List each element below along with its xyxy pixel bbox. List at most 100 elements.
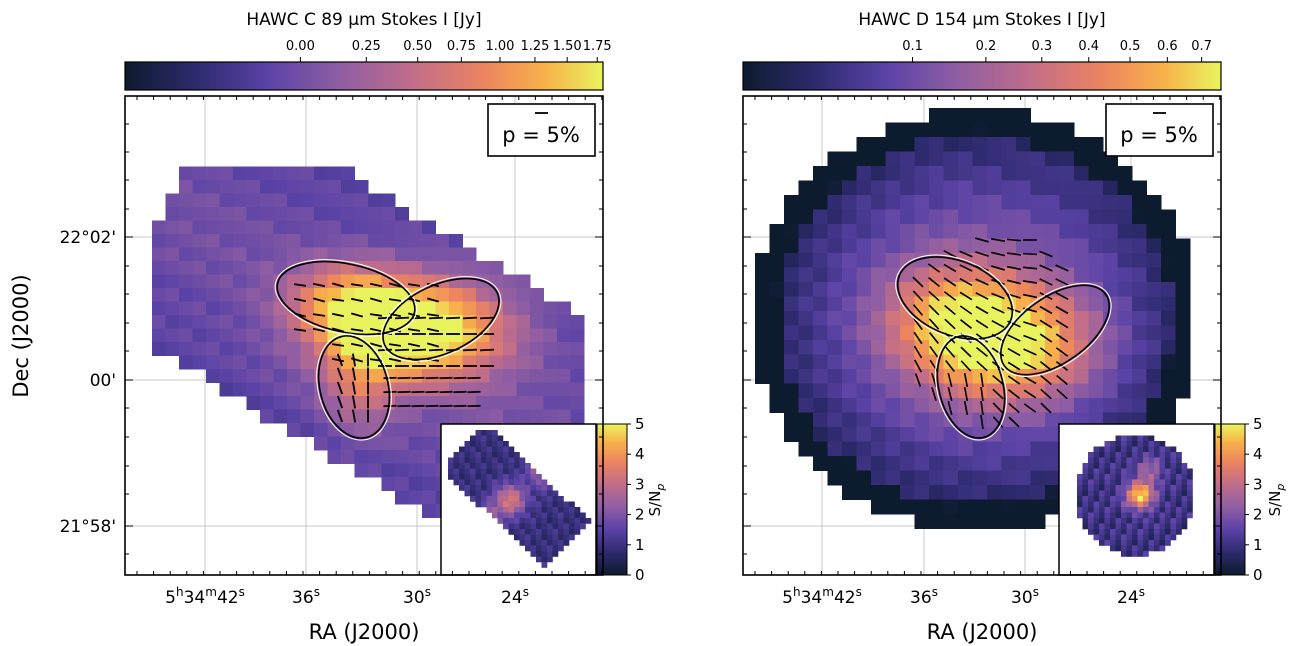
- heatmap-pixel: [1030, 311, 1046, 326]
- inset-pixel: [1121, 534, 1127, 541]
- inset-pixel: [536, 512, 542, 519]
- heatmap-pixel: [1117, 383, 1133, 399]
- heatmap-pixel: [1103, 369, 1118, 384]
- heatmap-pixel: [557, 409, 571, 424]
- polarization-vector: [350, 312, 364, 318]
- heatmap-pixel: [856, 180, 872, 196]
- inset-pixel: [508, 501, 515, 508]
- heatmap-pixel: [842, 398, 857, 413]
- heatmap-pixel: [1074, 311, 1089, 326]
- heatmap-pixel: [273, 220, 288, 235]
- left-ellipse-1-outer: [274, 259, 418, 337]
- left-panel: HAWC C 89 μm Stokes I [Jy] 0.00 0.25 0.50 0…: [9, 10, 667, 644]
- inset-pixel: [1143, 523, 1149, 530]
- inset-pixel: [1154, 518, 1160, 524]
- heatmap-pixel: [219, 355, 234, 370]
- heatmap-pixel: [943, 369, 959, 384]
- heatmap-pixel: [958, 514, 973, 529]
- heatmap-pixel: [287, 274, 301, 289]
- heatmap-pixel: [287, 369, 301, 383]
- heatmap-pixel: [798, 398, 814, 413]
- heatmap-pixel: [368, 234, 382, 248]
- heatmap-pixel: [246, 369, 261, 383]
- inset-pixel: [1148, 501, 1155, 508]
- heatmap-pixel: [179, 193, 193, 208]
- heatmap-pixel: [260, 396, 274, 410]
- inset-pixel: [1165, 479, 1171, 486]
- inset-pixel: [1137, 468, 1144, 475]
- heatmap-pixel: [435, 396, 450, 410]
- inset-pixel: [530, 534, 537, 541]
- heatmap-pixel: [1016, 441, 1031, 457]
- inset-pixel: [1099, 540, 1105, 546]
- heatmap-pixel: [813, 253, 828, 268]
- inset-pixel: [1093, 507, 1100, 513]
- inset-pixel: [486, 446, 493, 453]
- left-ellipses: [274, 259, 502, 441]
- heatmap-pixel: [798, 296, 814, 312]
- heatmap-pixel: [327, 396, 342, 410]
- inset-pixel: [541, 540, 548, 546]
- heatmap-pixel: [314, 436, 328, 451]
- heatmap-pixel: [503, 409, 517, 424]
- heatmap-pixel: [1132, 253, 1147, 268]
- polarization-vector: [1007, 279, 1021, 285]
- heatmap-pixel: [233, 220, 247, 235]
- polarization-vector: [963, 372, 969, 388]
- heatmap-pixel: [987, 253, 1002, 268]
- heatmap-pixel: [1074, 209, 1089, 225]
- polarization-vector: [1007, 334, 1021, 342]
- inset-pixel: [1099, 496, 1105, 502]
- heatmap-pixel: [1088, 325, 1104, 341]
- inset-pixel: [1082, 501, 1089, 508]
- heatmap-pixel: [1088, 209, 1104, 225]
- heatmap-pixel: [900, 166, 915, 181]
- inset-pixel: [536, 556, 542, 563]
- heatmap-pixel: [368, 382, 382, 397]
- polarization-vector: [992, 402, 1004, 414]
- heatmap-pixel: [842, 166, 857, 181]
- inset-pixel: [1137, 479, 1144, 486]
- heatmap-pixel: [1088, 238, 1104, 254]
- heatmap-pixel: [972, 137, 988, 152]
- heatmap-pixel: [943, 108, 959, 123]
- polarization-vector: [1022, 280, 1038, 284]
- inset-pixel: [1137, 551, 1144, 557]
- heatmap-pixel: [449, 288, 463, 302]
- heatmap-pixel: [260, 328, 274, 343]
- polarization-vector: [991, 306, 1005, 314]
- heatmap-pixel: [1016, 499, 1031, 515]
- heatmap-pixel: [327, 207, 342, 221]
- inset-pixel: [552, 529, 559, 535]
- heatmap-pixel: [885, 412, 901, 428]
- heatmap-pixel: [381, 207, 396, 221]
- heatmap-pixel: [1088, 224, 1104, 239]
- polarization-vector: [1022, 293, 1038, 299]
- heatmap-pixel: [871, 470, 886, 486]
- heatmap-pixel: [233, 193, 247, 208]
- inset-pixel: [464, 446, 471, 453]
- heatmap-pixel: [327, 369, 342, 383]
- heatmap-pixel: [856, 485, 872, 500]
- inset-pixel: [475, 435, 482, 442]
- heatmap-pixel: [449, 301, 463, 316]
- heatmap-pixel: [827, 354, 843, 370]
- left-ytick-2: 21°58': [60, 517, 116, 537]
- inset-pixel: [1121, 452, 1127, 458]
- heatmap-pixel: [192, 234, 207, 248]
- heatmap-pixel: [341, 450, 355, 464]
- heatmap-pixel: [165, 234, 180, 248]
- left-ylabel: Dec (J2000): [9, 274, 33, 397]
- heatmap-pixel: [530, 301, 544, 316]
- heatmap-pixel: [246, 261, 261, 275]
- polarization-vector: [1040, 374, 1052, 386]
- inset-pixel: [1093, 529, 1100, 535]
- inset-pixel: [1165, 474, 1171, 480]
- inset-pixel: [492, 501, 498, 508]
- heatmap-pixel: [1103, 195, 1118, 210]
- heatmap-pixel: [856, 456, 872, 471]
- heatmap-pixel: [885, 470, 901, 486]
- inset-pixel: [1187, 496, 1193, 502]
- heatmap-pixel: [1132, 282, 1147, 297]
